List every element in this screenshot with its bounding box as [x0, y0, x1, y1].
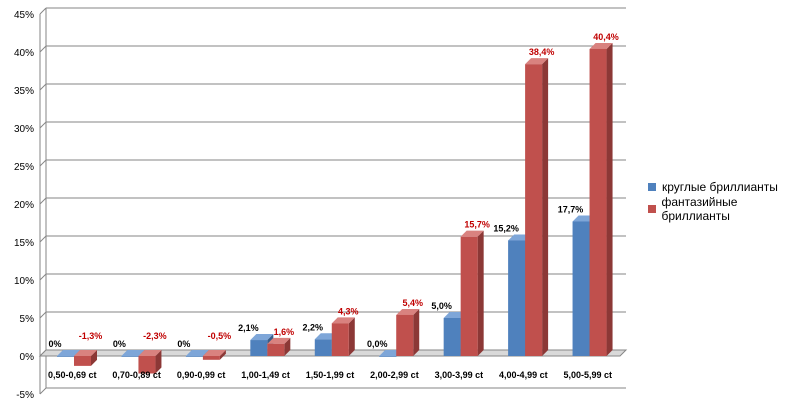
x-category-label: 0,90-0,99 ct	[177, 370, 226, 380]
legend-swatch-fancy	[648, 205, 656, 213]
bar-fancy	[138, 356, 156, 374]
data-label-fancy: -1,3%	[79, 331, 103, 341]
gridline-side	[39, 159, 47, 167]
bar-round	[379, 356, 397, 357]
data-label-round: 15,2%	[493, 223, 519, 233]
bar-round	[185, 356, 203, 357]
x-category-label: 1,00-1,49 ct	[241, 370, 290, 380]
x-category-label: 4,00-4,99 ct	[499, 370, 548, 380]
bar-fancy-top	[74, 350, 97, 356]
bar-fancy-side	[477, 230, 484, 356]
gridline-side	[39, 273, 47, 281]
bar-fancy-top	[267, 337, 291, 344]
bar-fancy-side	[91, 350, 97, 366]
data-label-fancy: 5,4%	[402, 298, 423, 308]
bar-fancy	[525, 64, 543, 356]
y-tick-label: 15%	[14, 238, 34, 249]
y-tick-label: 10%	[14, 276, 34, 287]
bar-fancy-side	[284, 337, 291, 356]
gridline-side	[39, 311, 47, 319]
bar-fancy	[396, 314, 414, 356]
legend-item-round: круглые бриллианты	[648, 176, 800, 198]
bar-fancy	[74, 356, 91, 366]
y-tick-label: 25%	[14, 162, 34, 173]
data-label-fancy: -2,3%	[143, 331, 167, 341]
y-tick-label: 0%	[20, 352, 35, 363]
data-label-round: 2,2%	[303, 322, 324, 332]
data-label-round: 0%	[177, 339, 190, 349]
y-tick-label: 20%	[14, 200, 34, 211]
x-category-label: 5,00-5,99 ct	[564, 370, 613, 380]
bar-fancy-top	[396, 308, 420, 315]
legend-swatch-round	[648, 183, 656, 191]
gridline-side	[39, 387, 47, 395]
bar-fancy-top	[460, 230, 484, 237]
data-label-round: 5,0%	[431, 301, 452, 311]
y-tick-label: 45%	[14, 10, 34, 21]
y-tick-label: -5%	[16, 390, 34, 401]
data-label-round: 0%	[48, 339, 61, 349]
bar-fancy-top	[331, 317, 355, 324]
y-tick-label: 40%	[14, 48, 34, 59]
y-tick-label: 35%	[14, 86, 34, 97]
bar-fancy-side	[348, 317, 355, 356]
bar-fancy-top	[138, 350, 162, 356]
x-category-label: 1,50-1,99 ct	[306, 370, 355, 380]
gridline-side	[39, 83, 47, 91]
y-tick-label: 5%	[20, 314, 35, 325]
gridline-side	[39, 7, 47, 15]
bar-fancy	[202, 356, 220, 360]
bar-fancy-side	[413, 308, 420, 356]
x-category-label: 3,00-3,99 ct	[435, 370, 484, 380]
data-label-fancy: 4,3%	[338, 306, 359, 316]
data-label-fancy: 38,4%	[529, 47, 555, 57]
bar-round	[508, 240, 526, 356]
bar-fancy-side	[219, 350, 226, 360]
bar-round	[314, 339, 332, 356]
gridline-side	[39, 45, 47, 53]
data-label-fancy: 1,6%	[274, 327, 295, 337]
bar-fancy	[331, 323, 349, 356]
data-label-fancy: 40,4%	[593, 32, 619, 42]
data-label-round: 0,0%	[367, 339, 388, 349]
bar-fancy	[460, 236, 478, 356]
bar-round-top	[57, 350, 80, 356]
x-category-label: 0,50-0,69 ct	[48, 370, 97, 380]
bar-fancy-side	[542, 58, 549, 356]
legend-label-round: круглые бриллианты	[662, 180, 778, 194]
bar-fancy	[267, 343, 285, 356]
y-tick-label: 30%	[14, 124, 34, 135]
data-label-round: 17,7%	[558, 204, 584, 214]
bar-round	[443, 318, 461, 356]
bar-fancy-top	[589, 42, 613, 49]
bar-round	[57, 356, 74, 357]
data-label-round: 2,1%	[238, 323, 259, 333]
bar-round-top	[250, 334, 274, 341]
legend-label-fancy: фантазийные бриллианты	[661, 195, 738, 223]
bar-fancy	[589, 48, 607, 357]
data-label-round: 0%	[113, 339, 126, 349]
bar-round	[250, 340, 268, 356]
bar-round-top	[121, 350, 145, 356]
bar-fancy-side	[155, 350, 162, 374]
bar-fancy-top	[202, 350, 226, 356]
legend: круглые бриллианты фантазийные бриллиант…	[648, 176, 800, 223]
gridline-side	[39, 121, 47, 129]
legend-item-fancy: фантазийные бриллианты	[648, 195, 800, 223]
bar-round-top	[185, 350, 209, 356]
bar-fancy-top	[525, 58, 549, 65]
x-category-label: 0,70-0,89 ct	[112, 370, 161, 380]
gridline-side	[39, 235, 47, 243]
bar-round	[572, 221, 590, 356]
data-label-fancy: -0,5%	[208, 331, 232, 341]
gridline-side	[39, 197, 47, 205]
x-category-label: 2,00-2,99 ct	[370, 370, 419, 380]
data-label-fancy: 15,7%	[464, 220, 490, 230]
bar-fancy-side	[606, 42, 613, 357]
bar-round	[121, 356, 139, 357]
